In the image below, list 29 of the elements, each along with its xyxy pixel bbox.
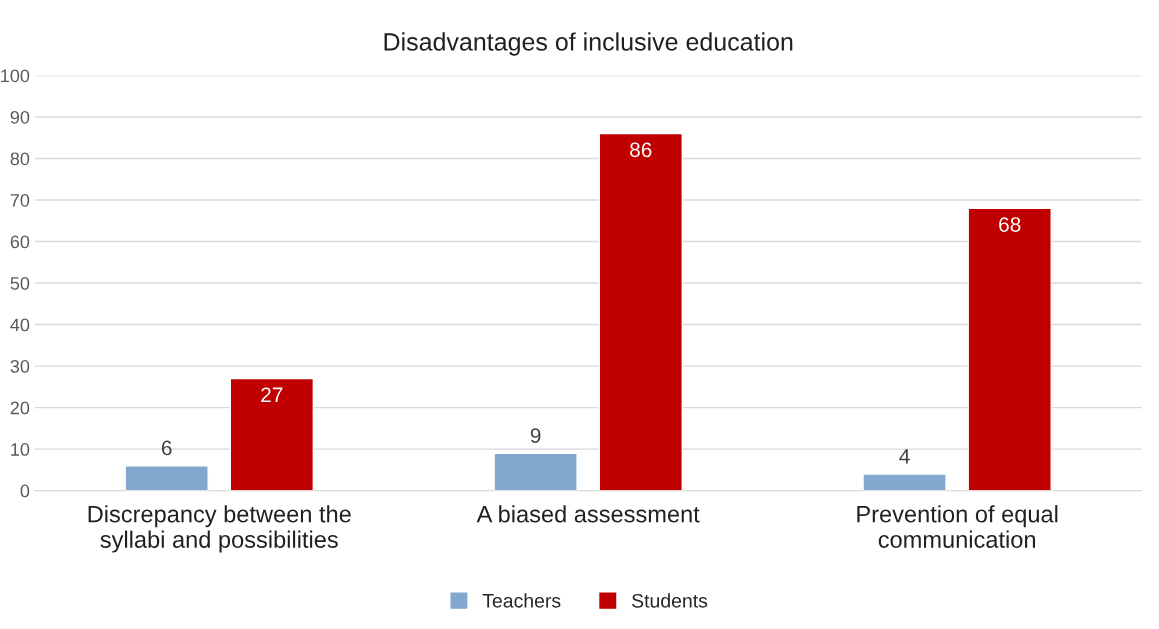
- y-tick-label: 70: [10, 193, 30, 207]
- data-label: 27: [261, 387, 283, 402]
- data-label: 86: [630, 142, 652, 158]
- y-tick-label: 100: [1, 69, 30, 83]
- y-tick-label: 0: [20, 484, 30, 498]
- chart-title: Disadvantages of inclusive education: [384, 32, 793, 56]
- x-tick-label: A biased assessment: [476, 505, 700, 523]
- legend-label: Teachers: [482, 593, 561, 608]
- y-tick-label: 40: [10, 318, 30, 332]
- data-label: 68: [999, 217, 1021, 232]
- data-label: 6: [161, 440, 172, 456]
- legend-label: Students: [632, 593, 708, 608]
- bar: [493, 452, 578, 491]
- y-tick-label: 10: [11, 443, 30, 456]
- bar: [598, 132, 683, 491]
- y-tick-label: 60: [10, 235, 30, 249]
- data-label: 4: [899, 449, 910, 464]
- bar: [862, 473, 947, 491]
- y-tick-label: 90: [10, 110, 30, 124]
- bar: [967, 207, 1052, 491]
- bar: [229, 377, 315, 491]
- y-tick-label: 80: [10, 152, 30, 166]
- y-tick-label: 20: [10, 401, 30, 415]
- x-tick-label: Prevention of equal communication: [857, 505, 1058, 548]
- bar: [124, 465, 209, 491]
- data-label: 9: [530, 428, 541, 443]
- y-tick-label: 50: [10, 276, 30, 290]
- y-tick-label: 30: [10, 360, 30, 373]
- x-tick-label: Discrepancy between the syllabi and possibilities: [88, 505, 351, 553]
